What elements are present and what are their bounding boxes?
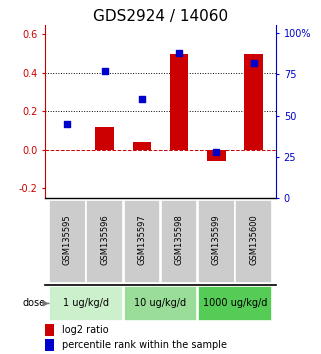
Point bbox=[214, 149, 219, 155]
Text: 10 ug/kg/d: 10 ug/kg/d bbox=[134, 298, 187, 308]
Bar bbox=[133, 142, 151, 150]
FancyBboxPatch shape bbox=[124, 200, 160, 283]
FancyBboxPatch shape bbox=[235, 200, 272, 283]
FancyBboxPatch shape bbox=[198, 286, 272, 321]
Bar bbox=[95, 127, 114, 150]
Text: GSM135595: GSM135595 bbox=[63, 214, 72, 265]
Text: GSM135597: GSM135597 bbox=[137, 214, 146, 265]
FancyBboxPatch shape bbox=[49, 200, 86, 283]
Text: 1000 ug/kg/d: 1000 ug/kg/d bbox=[203, 298, 267, 308]
Bar bbox=[207, 150, 226, 161]
Text: GSM135596: GSM135596 bbox=[100, 214, 109, 265]
Text: percentile rank within the sample: percentile rank within the sample bbox=[62, 341, 227, 350]
Point bbox=[139, 96, 144, 102]
Text: GSM135599: GSM135599 bbox=[212, 214, 221, 265]
FancyBboxPatch shape bbox=[161, 200, 197, 283]
FancyBboxPatch shape bbox=[49, 286, 123, 321]
Point bbox=[102, 68, 107, 74]
Point bbox=[177, 50, 182, 56]
Bar bbox=[170, 54, 188, 150]
Bar bbox=[45, 339, 54, 352]
Text: log2 ratio: log2 ratio bbox=[62, 325, 109, 335]
Text: 1 ug/kg/d: 1 ug/kg/d bbox=[63, 298, 109, 308]
Bar bbox=[244, 54, 263, 150]
FancyBboxPatch shape bbox=[86, 200, 123, 283]
Text: GSM135598: GSM135598 bbox=[175, 214, 184, 265]
FancyBboxPatch shape bbox=[124, 286, 197, 321]
Point bbox=[65, 121, 70, 127]
Text: GSM135600: GSM135600 bbox=[249, 214, 258, 265]
Bar bbox=[45, 324, 54, 336]
Point bbox=[251, 60, 256, 65]
Text: dose: dose bbox=[22, 298, 46, 308]
FancyBboxPatch shape bbox=[198, 200, 235, 283]
Title: GDS2924 / 14060: GDS2924 / 14060 bbox=[93, 8, 228, 24]
